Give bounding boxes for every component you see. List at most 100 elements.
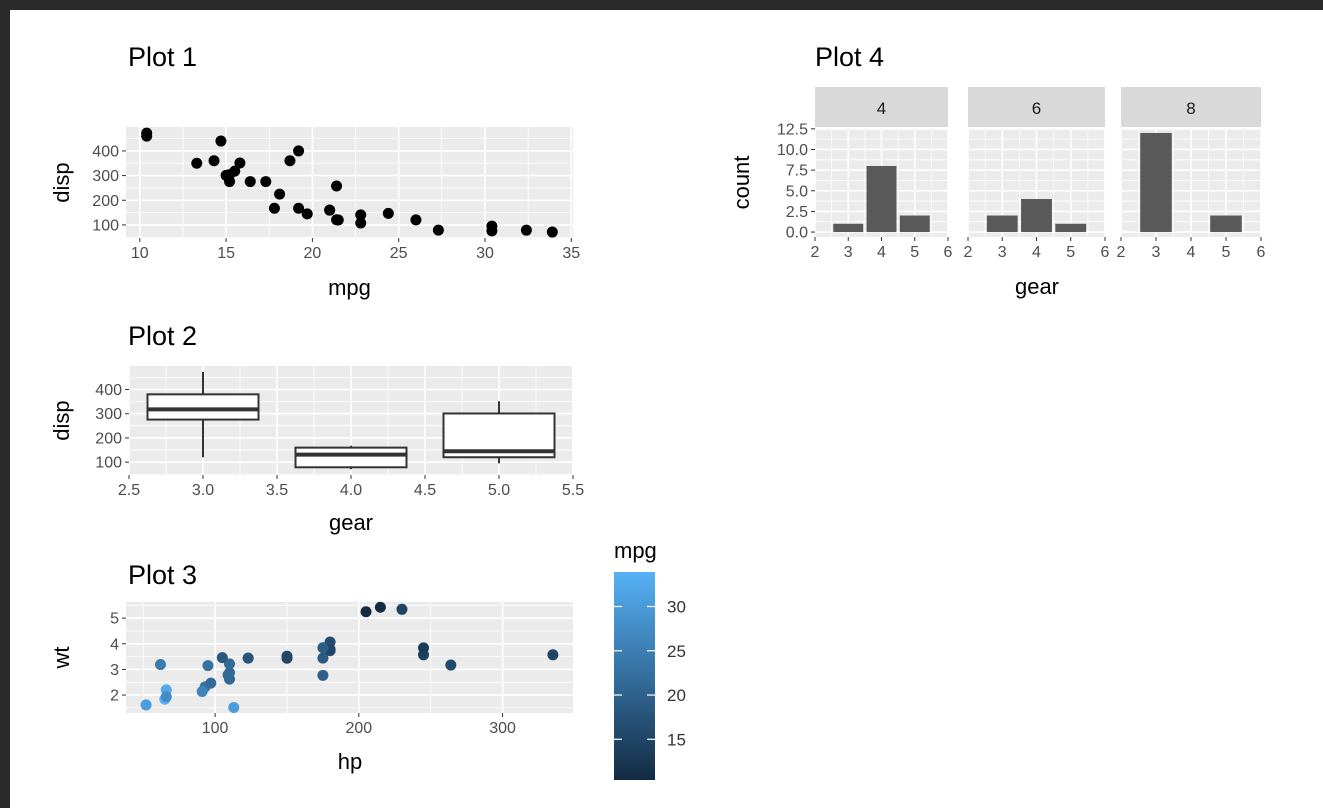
plot-2-box xyxy=(146,393,260,421)
plot-1-point xyxy=(355,217,367,229)
plot-3-point xyxy=(242,652,254,664)
plot-1-point xyxy=(208,155,220,167)
plot-4-facet-6: 6 2 3 4 5 6 xyxy=(964,87,1110,261)
plot-4-x-tick-label: 6 xyxy=(1257,244,1266,261)
plot-2-y-tick-label: 300 xyxy=(95,406,122,423)
plot-3-point xyxy=(418,642,430,654)
plot-4-y-tick-label: 10.0 xyxy=(777,142,808,159)
plot-4-y-tick-label: 12.5 xyxy=(777,121,808,138)
plot-1-point xyxy=(274,188,286,200)
plot-4-bar xyxy=(899,215,930,233)
plot-1-y-tick-label: 400 xyxy=(92,143,119,160)
plot-4-x-tick-label: 5 xyxy=(910,244,919,261)
plot-3-point xyxy=(317,652,329,664)
plot-3-point xyxy=(140,699,152,711)
plot-4-x-tick-label: 4 xyxy=(1187,244,1196,261)
plot-1-point xyxy=(220,169,232,181)
plot-3-point xyxy=(160,691,172,703)
plot-4-strip xyxy=(1121,87,1261,127)
plot-2: 2.5 3.0 3.5 4.0 4.5 5.0 5.5 100 200 300 400 Plot 2 g… xyxy=(49,321,584,535)
plot-1-title: Plot 1 xyxy=(128,42,197,72)
plot-3-point xyxy=(228,702,240,714)
plot-3-y-tick-label: 2 xyxy=(110,688,119,705)
plot-1: 10 15 20 25 30 35 100 200 300 400 Plot 1 mpg disp xyxy=(49,42,580,300)
plot-1-x-tick-label: 25 xyxy=(390,245,408,262)
plot-3: 100 200 300 2 3 4 5 Plot 3 hp wt xyxy=(49,560,573,774)
plot-4-bar xyxy=(833,223,864,233)
plot-4-strip-label: 8 xyxy=(1186,99,1195,118)
plot-3-point xyxy=(154,659,166,671)
plot-1-point xyxy=(284,155,296,167)
plot-4-strip-label: 4 xyxy=(877,99,886,118)
plot-4-x-tick-label: 4 xyxy=(877,244,886,261)
plot-4-bar xyxy=(866,165,897,233)
plot-1-point xyxy=(432,224,444,236)
plot-1-point xyxy=(268,202,280,214)
plot-4-strip xyxy=(815,87,948,127)
plot-4-bar xyxy=(1055,223,1087,233)
plot-1-point xyxy=(301,208,313,220)
plot-1-y-tick-label: 200 xyxy=(92,193,119,210)
plot-4-x-tick-label: 3 xyxy=(844,244,853,261)
plot-1-panel-background xyxy=(126,127,573,238)
plot-3-legend: mpg 15 20 25 30 xyxy=(614,538,686,780)
plot-3-point xyxy=(223,658,235,670)
plot-3-legend-tick-label: 25 xyxy=(667,642,686,661)
plot-4-y-tick-label: 5.0 xyxy=(786,183,808,200)
plot-1-y-tick-label: 100 xyxy=(92,217,119,234)
plot-3-y-tick-label: 4 xyxy=(110,636,119,653)
plot-4-x-tick-label: 2 xyxy=(964,244,973,261)
plot-4-bar xyxy=(1021,199,1052,233)
plot-2-x-tick-label: 3.0 xyxy=(192,482,214,499)
plot-3-legend-tick-label: 30 xyxy=(667,598,686,617)
plot-1-y-axis-label: disp xyxy=(49,162,74,202)
plot-3-point xyxy=(205,677,217,689)
plot-4: 42 3 4 5 60.02.55.07.510.012.562 3 4 5 682 3 4 5 6Pl… xyxy=(729,42,1266,299)
plot-3-x-tick-label: 100 xyxy=(202,720,229,737)
plot-3-point xyxy=(445,659,457,671)
plot-1-x-tick-label: 35 xyxy=(562,245,580,262)
plot-4-strip xyxy=(968,87,1105,127)
plot-3-x-tick-label: 300 xyxy=(489,720,516,737)
plot-1-point xyxy=(215,135,227,147)
plot-1-point xyxy=(382,207,394,219)
plot-3-title: Plot 3 xyxy=(128,560,197,590)
figure-canvas: 10 15 20 25 30 35 100 200 300 400 Plot 1 mpg disp 2.5… xyxy=(10,10,1323,808)
plot-3-colorbar xyxy=(614,572,655,780)
plot-1-point xyxy=(260,176,272,188)
plot-4-bar xyxy=(1210,215,1242,233)
plot-3-legend-title: mpg xyxy=(614,538,657,563)
plot-4-y-axis-label: count xyxy=(729,156,754,210)
plot-1-point xyxy=(355,209,367,221)
plot-1-point xyxy=(191,157,203,169)
plot-2-y-tick-label: 100 xyxy=(95,455,122,472)
plot-1-point xyxy=(546,226,558,238)
plot-4-facet-8: 8 2 3 4 5 6 xyxy=(1117,87,1266,261)
plot-1-point xyxy=(293,145,305,157)
plot-3-point xyxy=(202,660,214,672)
plot-4-x-tick-label: 5 xyxy=(1066,244,1075,261)
plot-1-point xyxy=(331,214,343,226)
plot-4-x-tick-label: 3 xyxy=(998,244,1007,261)
plot-4-x-tick-label: 4 xyxy=(1032,244,1041,261)
plot-1-point xyxy=(234,157,246,169)
plot-2-y-axis-label: disp xyxy=(49,400,74,440)
plot-2-x-tick-label: 4.5 xyxy=(414,482,436,499)
plot-2-x-tick-label: 2.5 xyxy=(118,482,140,499)
plot-3-point xyxy=(317,669,329,681)
plot-3-y-tick-label: 5 xyxy=(110,611,119,628)
plot-3-x-tick-label: 200 xyxy=(345,720,372,737)
plot-3-legend-tick-label: 20 xyxy=(667,686,686,705)
plot-2-y-tick-label: 200 xyxy=(95,430,122,447)
plot-4-y-tick-label: 0.0 xyxy=(786,225,808,242)
plot-3-point xyxy=(396,603,408,615)
plot-4-bar xyxy=(986,215,1018,233)
plot-1-point xyxy=(486,220,498,232)
plot-2-y-tick-label: 400 xyxy=(95,382,122,399)
plot-1-x-tick-label: 30 xyxy=(476,245,494,262)
plot-4-x-tick-label: 6 xyxy=(1101,244,1110,261)
plot-3-point xyxy=(374,601,386,613)
plot-2-title: Plot 2 xyxy=(128,321,197,351)
plot-3-y-axis-label: wt xyxy=(49,647,74,670)
plot-4-title: Plot 4 xyxy=(815,42,884,72)
